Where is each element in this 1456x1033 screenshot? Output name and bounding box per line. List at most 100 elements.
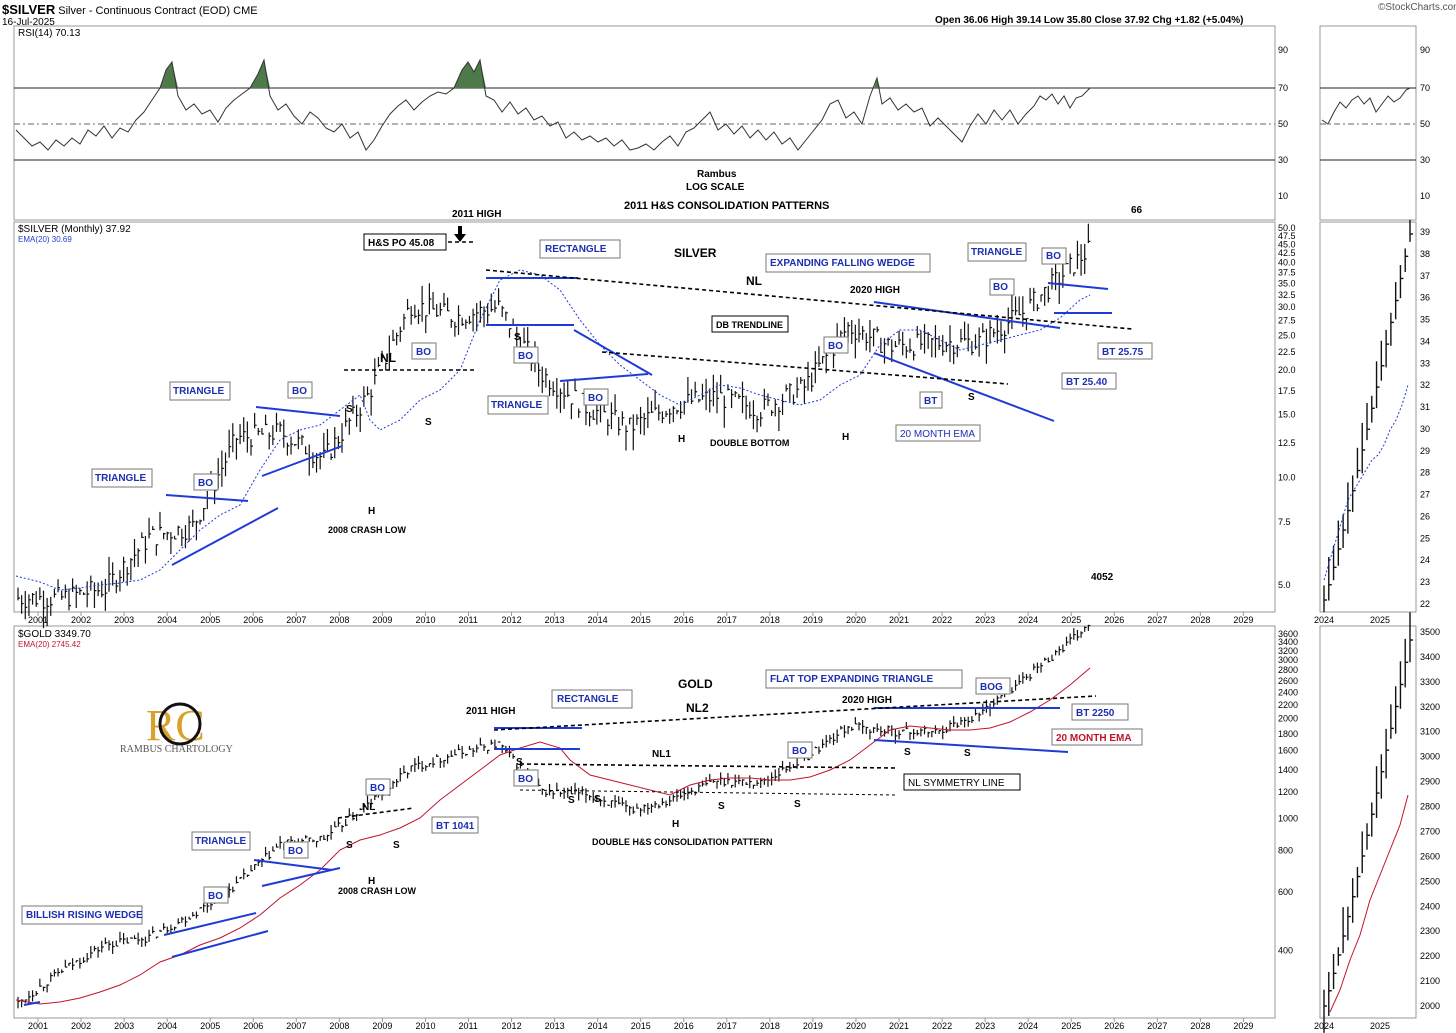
inset-rsi-tick: 70 [1420, 83, 1430, 93]
rsi-tick: 30 [1278, 155, 1288, 165]
gold-s: S [393, 840, 400, 851]
inset-silver-y-tick: 30 [1420, 424, 1430, 434]
callout-triangle-right: TRIANGLE [967, 242, 1027, 262]
inset-rsi-tick: 10 [1420, 191, 1430, 201]
callout-triangle-2006: TRIANGLE [169, 381, 231, 401]
gold-y-tick: 1000 [1278, 813, 1298, 823]
gold-double-hs: DOUBLE H&S CONSOLIDATION PATTERN [592, 837, 773, 847]
silver-y-tick: 47.5 [1278, 231, 1296, 241]
silver-y-tick: 27.5 [1278, 316, 1296, 326]
gold-y-tick: 2400 [1278, 687, 1298, 697]
gold-nl1: NL1 [652, 749, 671, 760]
silver-title: SILVER [674, 246, 717, 260]
inset-silver-y-tick: 37 [1420, 271, 1430, 281]
gold-s: S [568, 795, 575, 806]
silver-s: S [425, 417, 432, 428]
inset-gold-y-tick: 2700 [1420, 826, 1440, 836]
x-year-tick: 2014 [588, 1021, 608, 1031]
gold-y-tick: 1600 [1278, 746, 1298, 756]
inset-gold-y-tick: 2600 [1420, 851, 1440, 861]
silver-y-tick: 30.0 [1278, 302, 1296, 312]
silver-neckline-dashes [344, 241, 1133, 385]
callout-bo-2020-left: BO [823, 336, 849, 354]
x-year-tick: 2015 [631, 1021, 651, 1031]
inset-gold-y-axis: 3500 3400 3300 3200 3100 3000 2900 2800 2700 2600… [1420, 627, 1440, 1011]
number-66: 66 [1131, 205, 1143, 216]
inset-silver-y-tick: 22 [1420, 599, 1430, 609]
main-title: 2011 H&S CONSOLIDATION PATTERNS [624, 200, 829, 212]
x-year-tick: 2007 [286, 1021, 306, 1031]
gold-y-tick: 3400 [1278, 637, 1298, 647]
svg-text:BO: BO [792, 746, 807, 757]
inset-gold-y-tick: 2500 [1420, 876, 1440, 886]
rsi-overbought-fill [454, 60, 486, 88]
silver-y-tick: 10.0 [1278, 473, 1296, 483]
x-year-tick: 2012 [502, 615, 522, 625]
silver-h: H [368, 506, 375, 517]
x-year-tick: 2002 [71, 615, 91, 625]
gold-y-tick: 2000 [1278, 714, 1298, 724]
x-year-tick: 2006 [243, 615, 263, 625]
x-year-tick: 2011 [459, 1021, 478, 1031]
svg-text:NL SYMMETRY LINE: NL SYMMETRY LINE [908, 778, 1005, 789]
x-year-tick: 2013 [545, 1021, 565, 1031]
svg-text:TRIANGLE: TRIANGLE [95, 473, 146, 484]
callout-gold-bo-2005: BO [203, 886, 229, 904]
inset-silver-y-tick: 35 [1420, 315, 1430, 325]
gold-y-tick: 2200 [1278, 700, 1298, 710]
silver-2011-high: 2011 HIGH [452, 209, 501, 220]
x-year-tick: 2029 [1233, 615, 1253, 625]
inset-rsi-tick: 50 [1420, 119, 1430, 129]
svg-text:DB TRENDLINE: DB TRENDLINE [716, 320, 783, 330]
symbol-description: Silver - Continuous Contract (EOD) [58, 5, 231, 17]
x-year-tick: 2025 [1061, 1021, 1081, 1031]
inset-silver-y-tick: 34 [1420, 336, 1430, 346]
x-year-tick: 2010 [415, 615, 435, 625]
gold-y-tick: 600 [1278, 887, 1293, 897]
silver-ema-line [15, 269, 1091, 591]
callout-bo-2014: BO [583, 388, 609, 406]
inset-gold-bars [1323, 612, 1413, 1033]
x-year-tick: 2008 [329, 615, 349, 625]
inset-gold-frame [1319, 625, 1417, 1019]
x-year-tick: 2009 [372, 1021, 392, 1031]
x-year-tick: 2001 [28, 615, 48, 625]
silver-nl-top: NL [746, 274, 762, 288]
inset-x-year-tick: 2025 [1370, 615, 1390, 625]
x-year-tick: 2024 [1018, 615, 1038, 625]
x-year-tick: 2004 [157, 1021, 177, 1031]
author-label: Rambus [697, 169, 737, 180]
callout-gold-bo-2009: BO [365, 778, 391, 796]
rsi-tick: 90 [1278, 45, 1288, 55]
gold-nl: NL [362, 802, 375, 813]
svg-text:BT 25.75: BT 25.75 [1102, 347, 1144, 358]
silver-crash-low: 2008 CRASH LOW [328, 525, 407, 535]
silver-y-tick: 32.5 [1278, 290, 1296, 300]
callout-bo-2009: BO [411, 342, 437, 360]
x-axis-gold: 2001 2002 2003 2004 2005 2006 2007 2008 2009 2010… [28, 1018, 1390, 1031]
silver-y-tick: 40.0 [1278, 258, 1296, 268]
inset-silver-y-tick: 28 [1420, 468, 1430, 478]
x-year-tick: 2017 [717, 615, 737, 625]
silver-ema-label: EMA(20) 30.69 [18, 235, 72, 244]
x-year-tick: 2005 [200, 1021, 220, 1031]
silver-nl-left: NL [380, 351, 396, 365]
gold-y-tick: 2800 [1278, 665, 1298, 675]
x-year-tick: 2020 [846, 1021, 866, 1031]
inset-rsi-frame [1319, 25, 1417, 221]
gold-y-tick: 1400 [1278, 765, 1298, 775]
inset-gold-y-tick: 2200 [1420, 951, 1440, 961]
silver-y-tick: 12.5 [1278, 438, 1296, 448]
svg-text:BOG: BOG [980, 682, 1003, 693]
x-year-tick: 2016 [674, 1021, 694, 1031]
gold-y-tick: 3600 [1278, 629, 1298, 639]
gold-y-tick: 1200 [1278, 787, 1298, 797]
svg-text:BILLISH RISING WEDGE: BILLISH RISING WEDGE [26, 910, 143, 921]
silver-y-tick: 7.5 [1278, 517, 1291, 527]
logo-ring [158, 702, 202, 746]
svg-text:BO: BO [993, 282, 1008, 293]
x-year-tick: 2026 [1104, 1021, 1124, 1031]
inset-gold-y-tick: 2900 [1420, 777, 1440, 787]
x-year-tick: 2022 [932, 1021, 952, 1031]
